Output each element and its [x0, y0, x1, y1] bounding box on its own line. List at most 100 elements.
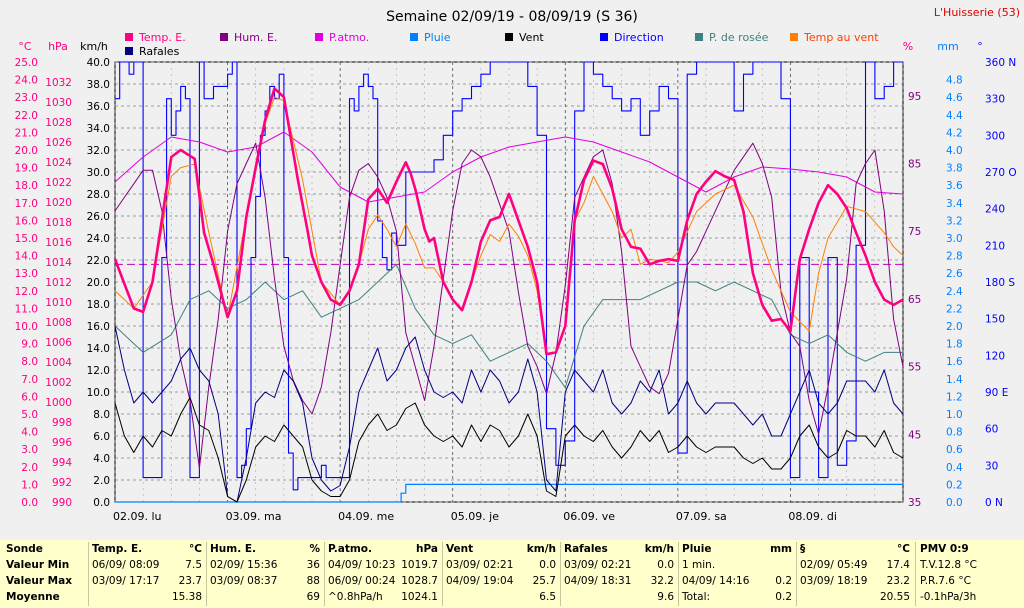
footer-row-date: 03/09/ 08:37	[210, 575, 278, 587]
legend-label-hum: Hum. E.	[234, 31, 277, 44]
hpa-tick-label: 996	[52, 437, 72, 449]
footer-row-value: 88	[306, 575, 320, 587]
hpa-axis: 990 992 994 996 998 1000 1002 1004 1006 1008 1010 1…	[45, 77, 72, 509]
temp-tick-label: 3.0	[21, 444, 38, 456]
series-pluie	[115, 483, 903, 503]
temp-tick-label: 2.0	[21, 462, 38, 474]
mm-tick-label: 4.6	[946, 92, 963, 104]
kmh-tick-label: 6.0	[93, 431, 110, 443]
kmh-tick-label: 2.0	[93, 475, 110, 487]
deg-tick-label: 30	[985, 460, 998, 472]
temp-tick-label: 22.0	[15, 110, 38, 122]
x-axis: 02.09. lu 03.09. ma 04.09. me 05.09. je 06.0…	[113, 510, 837, 523]
mm-tick-label: 3.6	[946, 180, 963, 192]
footer-col-unit: hPa	[416, 543, 438, 555]
temp-tick-label: 5.0	[21, 409, 38, 421]
hpa-tick-label: 1006	[45, 337, 72, 349]
hpa-tick-label: 1012	[45, 277, 72, 289]
legend-label-chill: Temp au vent	[803, 31, 879, 44]
x-tick-label: 06.09. ve	[563, 510, 615, 523]
axis-unit-labels: °C hPa km/h % mm °	[18, 40, 982, 53]
mm-tick-label: 1.2	[946, 391, 963, 403]
footer-row-date: Total:	[682, 591, 711, 603]
footer-row-date: 02/09/ 05:49	[800, 559, 868, 571]
footer-col-4: Rafales km/h 03/09/ 02:21 0.0 04/09/ 18:31 32…	[564, 540, 676, 608]
legend-label-dir: Direction	[614, 31, 664, 44]
kmh-unit-label: km/h	[80, 40, 108, 53]
kmh-tick-label: 30.0	[87, 167, 110, 179]
hpa-tick-label: 1026	[45, 137, 72, 149]
series-direction	[115, 61, 903, 491]
mm-tick-label: 4.0	[946, 145, 963, 157]
footer-col-0: Temp. E. °C 06/09/ 08:09 7.5 03/09/ 17:17 23.…	[92, 540, 204, 608]
kmh-tick-label: 0.0	[93, 497, 110, 509]
hpa-tick-label: 1004	[45, 357, 72, 369]
mm-tick-label: 0.2	[946, 479, 963, 491]
mm-tick-label: 4.2	[946, 127, 963, 139]
series-hum-e-	[114, 142, 904, 469]
footer-col-2: P.atmo. hPa 04/09/ 10:23 1019.7 06/09/ 00:24…	[328, 540, 440, 608]
legend-label-dew: P. de rosée	[709, 31, 769, 44]
pct-tick-label: 75	[908, 226, 921, 238]
mm-tick-label: 0.6	[946, 444, 963, 456]
temp-tick-label: 25.0	[15, 57, 38, 69]
temp-tick-label: 18.0	[15, 180, 38, 192]
footer-row-value: 1024.1	[401, 591, 438, 603]
temp-tick-label: 4.0	[21, 427, 38, 439]
temp-tick-label: 15.0	[15, 233, 38, 245]
kmh-tick-label: 40.0	[87, 57, 110, 69]
mm-tick-label: 1.4	[946, 374, 963, 386]
x-tick-label: 03.09. ma	[226, 510, 282, 523]
hpa-tick-label: 1032	[45, 77, 72, 89]
footer-col-1: Hum. E.% 02/09/ 15:36 36 03/09/ 08:37 88 69	[210, 540, 322, 608]
legend-swatch-chill	[790, 33, 798, 41]
mm-tick-label: 2.4	[946, 286, 963, 298]
deg-tick-label: 330	[985, 94, 1005, 106]
mm-tick-label: 2.2	[946, 303, 963, 315]
footer-row-value: 0.0	[539, 559, 556, 571]
mm-tick-label: 1.8	[946, 339, 963, 351]
temp-tick-label: 12.0	[15, 286, 38, 298]
legend-swatch-vent	[505, 33, 513, 41]
deg-unit-label: °	[977, 40, 983, 53]
hpa-unit-label: hPa	[48, 40, 68, 53]
mm-tick-label: 3.0	[946, 233, 963, 245]
weather-chart: Semaine 02/09/19 - 08/09/19 (S 36) L'Hui…	[14, 6, 1020, 523]
hpa-tick-label: 990	[52, 497, 72, 509]
footer-row-value: 20.55	[879, 591, 910, 603]
footer-col-title: P.atmo.	[328, 543, 373, 555]
deg-tick-label: 270 O	[985, 167, 1017, 179]
hpa-tick-label: 1008	[45, 317, 72, 329]
kmh-tick-label: 16.0	[87, 321, 110, 333]
chart-legend: Temp. E. Hum. E. P.atmo. Pluie Vent Direction…	[125, 31, 879, 58]
footer-col-unit: °C	[189, 543, 202, 555]
sonde-title: Sonde	[6, 543, 43, 555]
footer-row-date: 03/09/ 02:21	[446, 559, 514, 571]
footer-row-date: 03/09/ 17:17	[92, 575, 160, 587]
legend-label-vent: Vent	[519, 31, 544, 44]
footer-row-value: 32.2	[650, 575, 674, 587]
kmh-tick-label: 36.0	[87, 101, 110, 113]
mm-tick-label: 3.2	[946, 215, 963, 227]
legend-label-pluie: Pluie	[424, 31, 451, 44]
x-tick-label: 04.09. me	[338, 510, 394, 523]
deg-tick-label: 300	[985, 130, 1005, 142]
footer-col-5: Pluie mm 1 min. 04/09/ 14:16 0.2 Total: 0.2	[682, 540, 794, 608]
footer-row-date: 03/09/ 02:21	[564, 559, 632, 571]
legend-swatch-dew	[695, 33, 703, 41]
footer-row-value: 9.6	[657, 591, 674, 603]
kmh-tick-label: 10.0	[87, 387, 110, 399]
pmv-row-1: P.R.7.6 °C	[920, 575, 971, 587]
footer-row-date: 04/09/ 19:04	[446, 575, 514, 587]
temp-tick-label: 6.0	[21, 391, 38, 403]
temp-tick-label: 0.0	[21, 497, 38, 509]
hpa-tick-label: 1020	[45, 197, 72, 209]
hpa-tick-label: 1028	[45, 117, 72, 129]
footer-row-value: 23.2	[886, 575, 910, 587]
legend-swatch-dir	[600, 33, 608, 41]
deg-tick-label: 150	[985, 314, 1005, 326]
temp-tick-label: 21.0	[15, 127, 38, 139]
footer-row-value: 1028.7	[401, 575, 438, 587]
sonde-row-max: Valeur Max	[6, 575, 72, 587]
deg-tick-label: 240	[985, 204, 1005, 216]
